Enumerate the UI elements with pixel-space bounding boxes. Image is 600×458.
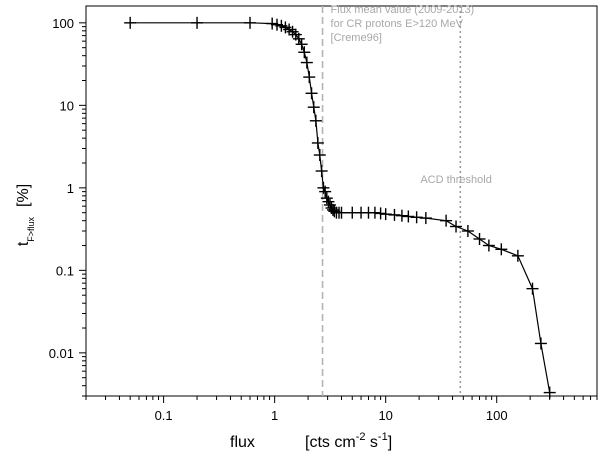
data-point [374, 207, 387, 220]
y-axis-symbol: t [15, 241, 32, 246]
axis-ticks: 0.1 1 10 100 0.01 0.1 1 10 100 [49, 16, 598, 423]
data-point [311, 136, 324, 149]
plot-frame [85, 5, 598, 397]
x-axis-unit-part: [cts cm [305, 434, 356, 451]
data-point [495, 243, 508, 256]
data-point [309, 114, 322, 127]
data-point [511, 249, 524, 262]
data-series [124, 16, 556, 399]
data-point [300, 56, 313, 69]
y-axis-unit: [%] [15, 184, 32, 207]
data-point [319, 185, 332, 198]
x-axis-unit: [cts cm-2 s-1] [305, 431, 392, 451]
y-axis-subscript: F>flux [26, 216, 36, 241]
data-point [440, 214, 453, 227]
data-point [473, 232, 486, 245]
data-point [295, 38, 308, 51]
x-tick-label: 10 [378, 408, 392, 423]
x-tick-label: 100 [486, 408, 508, 423]
data-point [526, 282, 539, 295]
x-axis-unit-part: s [365, 434, 377, 451]
series-line [130, 22, 551, 393]
data-point [395, 209, 408, 222]
data-point [307, 101, 320, 114]
data-point [543, 386, 556, 399]
axis-labels: flux [cts cm-2 s-1] tF>flux [%] [15, 184, 392, 451]
data-point [461, 224, 474, 237]
y-axis-title: tF>flux [%] [15, 184, 36, 246]
x-axis-unit-part: -2 [356, 431, 366, 443]
data-point [368, 206, 381, 219]
data-point [419, 212, 432, 225]
data-point [379, 208, 392, 221]
data-point [534, 337, 547, 350]
data-point [402, 210, 415, 223]
x-tick-label: 0.1 [155, 408, 173, 423]
flux-mean-annotation: [Creme96] [331, 32, 382, 44]
data-point [303, 71, 316, 84]
data-point [450, 220, 463, 233]
data-point [298, 46, 311, 59]
y-tick-label: 10 [60, 98, 74, 113]
data-point [313, 149, 326, 162]
x-axis-title: flux [230, 434, 255, 451]
data-point [410, 211, 423, 224]
y-tick-label: 0.1 [56, 263, 74, 278]
data-point [292, 32, 305, 45]
x-axis-unit-part: ] [388, 434, 392, 451]
flux-mean-annotation: for CR protons E>120 MeV [331, 18, 464, 30]
x-axis-unit-part: -1 [378, 431, 388, 443]
data-point [244, 16, 257, 29]
reference-lines: Flux mean value (2009-2013) for CR proton… [321, 4, 492, 396]
flux-mean-annotation: Flux mean value (2009-2013) [331, 4, 475, 16]
data-point [191, 16, 204, 29]
data-point [305, 87, 318, 100]
x-tick-label: 1 [271, 408, 278, 423]
data-point [266, 17, 279, 30]
data-point [124, 16, 137, 29]
y-tick-label: 0.01 [49, 346, 74, 361]
data-point [335, 206, 348, 219]
acd-threshold-annotation: ACD threshold [420, 174, 492, 186]
y-tick-label: 1 [67, 181, 74, 196]
data-point [388, 208, 401, 221]
y-tick-label: 100 [52, 16, 74, 31]
y-axis-title-text: tF>flux [%] [15, 184, 36, 246]
data-point [323, 198, 336, 211]
data-point [315, 165, 328, 178]
data-point [286, 25, 299, 38]
data-point [482, 239, 495, 252]
